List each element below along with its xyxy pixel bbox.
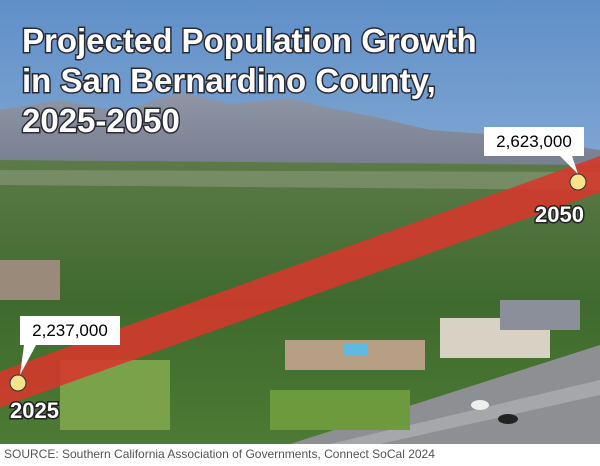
data-point [569, 173, 587, 191]
value-label: 2,237,000 [32, 321, 108, 340]
callout-box [484, 127, 584, 156]
year-label: 2025 [10, 398, 59, 423]
value-label: 2,623,000 [496, 132, 572, 151]
source-strip [0, 444, 600, 466]
year-label: 2050 [535, 202, 584, 227]
callout-pointer [560, 156, 578, 174]
trend-band [12, 165, 584, 400]
chart-title: Projected Population Growth [22, 22, 477, 59]
data-point [9, 374, 27, 392]
source-note: SOURCE: Southern California Association … [4, 447, 435, 461]
chart-title: 2025-2050 [22, 102, 180, 139]
callout-box [20, 316, 120, 345]
callout-pointer [20, 345, 36, 375]
chart-title: in San Bernardino County, [22, 62, 436, 99]
